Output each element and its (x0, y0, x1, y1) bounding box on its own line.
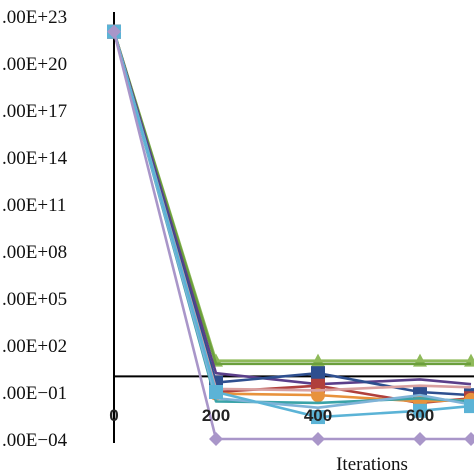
series-line (112, 31, 471, 441)
series-2 (112, 31, 471, 366)
y-tick-label: .00E−04 (2, 430, 68, 451)
series-6 (107, 24, 474, 409)
x-tick-label: 0 (109, 406, 118, 425)
y-tick-label: .00E+02 (2, 336, 67, 357)
data-point (209, 432, 223, 446)
x-tick-label: 600 (406, 406, 434, 425)
data-point (464, 432, 474, 446)
x-tick-label: 400 (304, 406, 332, 425)
y-tick-label: .00E+14 (2, 148, 68, 169)
data-point (311, 366, 325, 381)
y-tick-label: .00E+05 (2, 289, 67, 310)
y-tick-label: .00E+08 (2, 242, 67, 263)
series-11 (107, 24, 474, 446)
x-axis-title: Iterations (336, 454, 408, 474)
y-tick-label: .00E+23 (2, 7, 67, 28)
y-tick-label: .00E+11 (2, 195, 66, 216)
series-line (112, 31, 472, 386)
series-layer (107, 24, 474, 446)
data-point (107, 24, 121, 39)
series-5 (107, 24, 474, 410)
x-axis-tick-labels: 0 200 400 600 (109, 406, 434, 425)
data-point (209, 385, 223, 399)
series-line (112, 31, 472, 397)
x-tick-label: 200 (202, 406, 230, 425)
y-tick-label: .00E−01 (2, 383, 67, 404)
data-point (413, 403, 427, 418)
y-tick-label: .00E+20 (2, 54, 67, 75)
data-point (464, 399, 474, 414)
series-3 (112, 31, 472, 386)
series-line (112, 31, 471, 366)
series-4 (107, 24, 474, 403)
data-point (311, 432, 325, 446)
data-point (413, 432, 427, 446)
y-tick-label: .00E+17 (2, 101, 67, 122)
y-axis-tick-labels: .00E−04 .00E−01 .00E+02 .00E+05 .00E+08 .00E+… (2, 7, 68, 451)
series-line (112, 31, 471, 362)
data-point (311, 410, 325, 425)
